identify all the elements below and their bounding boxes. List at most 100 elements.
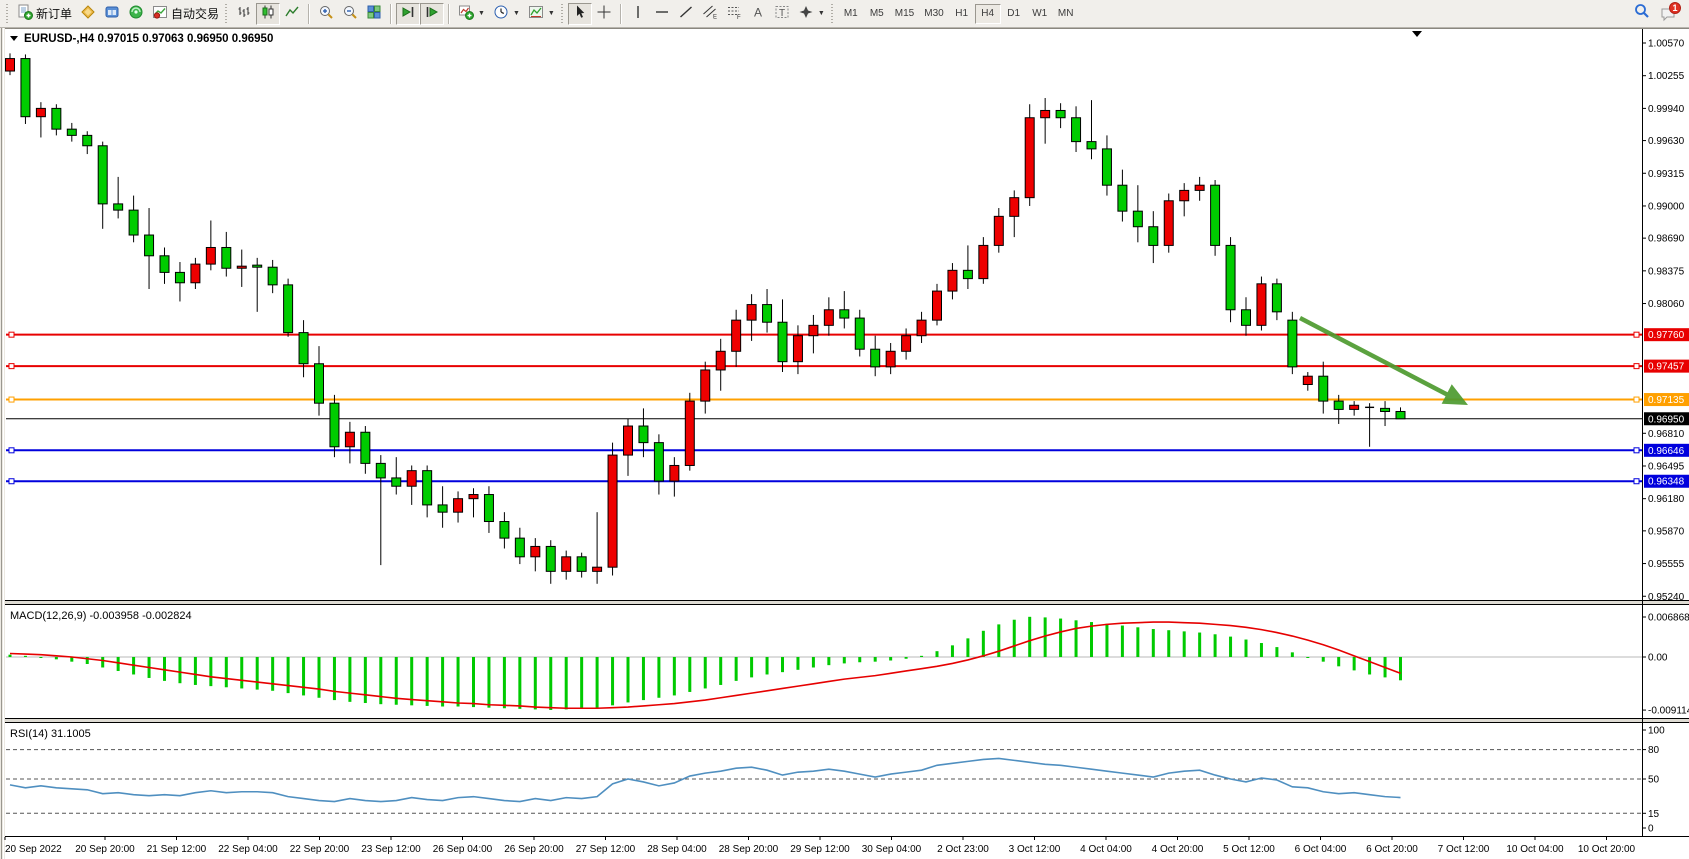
- timeframe-button-m1[interactable]: M1: [843, 8, 858, 19]
- line-anchor[interactable]: [1633, 396, 1640, 403]
- time-axis-label: 23 Sep 12:00: [361, 844, 421, 855]
- candle-body: [314, 363, 324, 404]
- candle-body: [113, 203, 124, 211]
- toolbar-separator: [308, 3, 311, 24]
- toolbar-grip[interactable]: [559, 3, 565, 24]
- line-anchor[interactable]: [1633, 363, 1640, 370]
- channel-button[interactable]: E: [698, 3, 722, 25]
- macd-label: MACD(12,26,9) -0.003958 -0.002824: [10, 610, 192, 622]
- line-anchor[interactable]: [8, 478, 15, 485]
- macd-bar: [1337, 657, 1341, 667]
- price-line-label: 0.97135: [1648, 395, 1685, 406]
- search-icon[interactable]: [1633, 2, 1651, 25]
- line-anchor[interactable]: [1633, 478, 1640, 485]
- community-button[interactable]: [124, 3, 148, 25]
- editor-button[interactable]: [76, 3, 100, 25]
- zoom-out-button[interactable]: [338, 3, 362, 25]
- line-anchor[interactable]: [8, 396, 15, 403]
- time-axis-label: 22 Sep 20:00: [290, 844, 350, 855]
- chart-canvas[interactable]: 1.00570 1.00255 0.99940 0.99630 0.99315 0.990…: [0, 28, 1689, 859]
- rsi-axis-label: 15: [1648, 809, 1660, 820]
- equidistant-channel-icon: E: [702, 4, 718, 23]
- time-axis-label: 3 Oct 12:00: [1009, 844, 1061, 855]
- line-anchor[interactable]: [8, 447, 15, 454]
- fibonacci-icon: F: [726, 4, 742, 23]
- toolbar-grip[interactable]: [224, 3, 230, 24]
- macd-bar: [935, 651, 939, 657]
- autotrading-button[interactable]: 自动交易: [148, 3, 223, 25]
- chart-svg[interactable]: 1.00570 1.00255 0.99940 0.99630 0.99315 0.990…: [0, 28, 1689, 859]
- rsi-panel[interactable]: 100 80 50 15 0 RSI(14) 31.1005: [6, 726, 1665, 835]
- auto-scroll-button[interactable]: [396, 2, 421, 25]
- horizontal-line-button[interactable]: [650, 3, 674, 25]
- line-chart-button[interactable]: [280, 3, 304, 25]
- rsi-axis-label: 100: [1648, 726, 1665, 737]
- line-anchor[interactable]: [8, 363, 15, 370]
- candle-body: [808, 324, 819, 337]
- tile-windows-button[interactable]: [362, 3, 386, 25]
- indicators-button[interactable]: ▼: [454, 3, 489, 25]
- macd-bar: [626, 657, 630, 703]
- cursor-button[interactable]: [567, 2, 592, 25]
- zoom-in-icon: [318, 4, 334, 23]
- candle-body: [360, 431, 371, 464]
- timeframe-button-m5[interactable]: M5: [869, 8, 884, 19]
- timeframe-button-m15[interactable]: M15: [894, 8, 915, 19]
- candle-body: [1318, 375, 1329, 402]
- macd-bar: [950, 645, 954, 657]
- macd-bar: [858, 657, 862, 663]
- new-order-button[interactable]: 新订单: [13, 3, 76, 25]
- line-anchor[interactable]: [8, 331, 15, 338]
- line-anchor[interactable]: [1633, 447, 1640, 454]
- text-button[interactable]: A: [746, 3, 770, 25]
- toolbar-separator: [448, 3, 451, 24]
- chevron-down-icon: ▼: [547, 10, 555, 17]
- timeframe-button-mn[interactable]: MN: [1057, 8, 1074, 19]
- candle-body: [715, 350, 726, 371]
- arrows-button[interactable]: ▼: [794, 3, 829, 25]
- line-anchor[interactable]: [1633, 331, 1640, 338]
- candle-body: [669, 464, 680, 482]
- vertical-line-button[interactable]: [626, 3, 650, 25]
- zoom-in-button[interactable]: [314, 3, 338, 25]
- bar-chart-button[interactable]: [232, 3, 256, 25]
- templates-button[interactable]: ▼: [524, 3, 559, 25]
- macd-bar: [193, 657, 197, 685]
- crosshair-button[interactable]: [592, 3, 616, 25]
- fibonacci-button[interactable]: F: [722, 3, 746, 25]
- candle-body: [700, 369, 711, 402]
- time-axis-label: 26 Sep 04:00: [433, 844, 493, 855]
- macd-bar: [487, 657, 491, 708]
- text-label-icon: T: [774, 4, 790, 23]
- trend-arrow-annotation[interactable]: [1298, 316, 1468, 405]
- time-axis: 20 Sep 2022 20 Sep 20:00 21 Sep 12:00 22 Se…: [4, 837, 1636, 855]
- price-tick-label: 0.95870: [1648, 526, 1685, 537]
- timeframe-button-m30[interactable]: M30: [924, 8, 944, 19]
- chart-shift-button[interactable]: [420, 2, 445, 25]
- periods-button[interactable]: ▼: [489, 3, 524, 25]
- toolbar-grip[interactable]: [5, 3, 10, 24]
- trendline-button[interactable]: [674, 3, 698, 25]
- macd-panel[interactable]: 0.006868 0.00 -0.009114 MACD(12,26,9) -0.00…: [6, 610, 1689, 717]
- timeframe-button-h1[interactable]: H1: [955, 8, 969, 19]
- candle-body: [1256, 283, 1267, 326]
- notifications-icon[interactable]: 1: [1657, 1, 1681, 25]
- candlestick-button[interactable]: [256, 2, 281, 25]
- terminal-button[interactable]: [100, 3, 124, 25]
- price-tick-label: 0.96180: [1648, 494, 1685, 505]
- toolbar-grip[interactable]: [829, 3, 835, 24]
- price-tick-label: 0.99315: [1648, 169, 1685, 180]
- candle-body: [684, 400, 695, 466]
- time-axis-label: 4 Oct 04:00: [1080, 844, 1132, 855]
- timeframe-button-d1[interactable]: D1: [1007, 8, 1021, 19]
- timeframe-button-w1[interactable]: W1: [1032, 8, 1048, 19]
- candles-layer[interactable]: [5, 53, 1406, 584]
- line-chart-icon: [284, 4, 300, 23]
- vertical-line-icon: [630, 4, 646, 23]
- candle-body: [236, 265, 247, 269]
- time-axis-label: 29 Sep 12:00: [790, 844, 850, 855]
- timeframe-button-h4[interactable]: H4: [974, 3, 1001, 24]
- macd-bar: [1074, 620, 1078, 657]
- macd-bar: [317, 657, 321, 698]
- text-label-button[interactable]: T: [770, 3, 794, 25]
